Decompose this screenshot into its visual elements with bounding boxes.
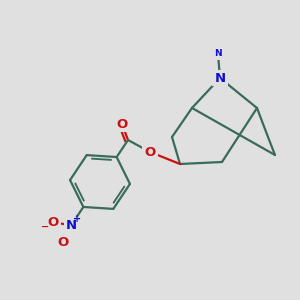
Text: N: N — [214, 71, 226, 85]
Text: O: O — [116, 118, 128, 130]
Text: +: + — [73, 214, 81, 224]
Text: N: N — [66, 219, 77, 232]
Text: −: − — [41, 222, 49, 232]
Text: O: O — [58, 236, 69, 249]
Text: N: N — [214, 50, 222, 58]
Text: O: O — [47, 216, 59, 229]
Text: O: O — [144, 146, 156, 158]
Text: N: N — [214, 71, 226, 85]
